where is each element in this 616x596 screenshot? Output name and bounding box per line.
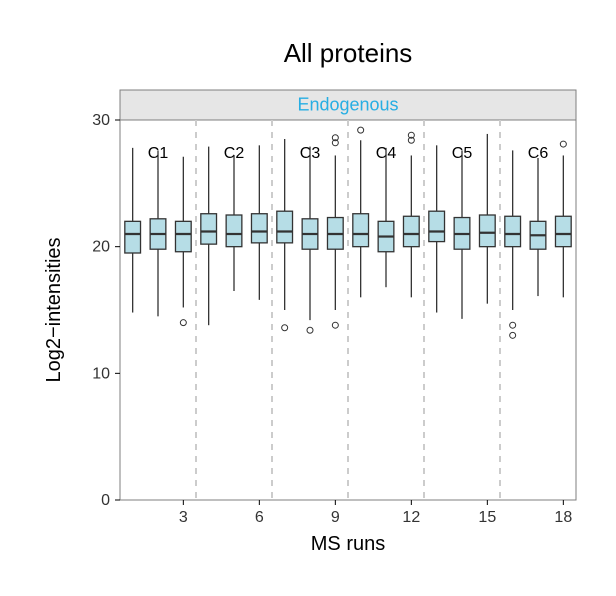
x-tick-label: 9 [331,509,340,526]
box [175,221,191,251]
facet-strip-label: Endogenous [297,94,398,114]
plot-panel [120,120,576,500]
box [479,215,495,247]
x-axis-label: MS runs [311,533,385,555]
box [403,216,419,246]
chart-title: All proteins [284,38,413,68]
y-tick-label: 0 [101,492,110,509]
box [353,214,369,247]
box [201,214,217,244]
x-tick-label: 15 [478,509,496,526]
chart-svg: All proteinsEndogenousC1C2C3C4C5C6010203… [0,0,616,596]
box [125,221,141,253]
y-tick-label: 10 [92,365,110,382]
x-tick-label: 12 [402,509,420,526]
x-tick-label: 3 [179,509,188,526]
y-axis-label: Log2−intensities [43,237,65,382]
box [555,216,571,246]
x-tick-label: 6 [255,509,264,526]
y-tick-label: 20 [92,239,110,256]
box [226,215,242,247]
box [277,211,293,243]
boxplot-chart: All proteinsEndogenousC1C2C3C4C5C6010203… [0,0,616,596]
y-tick-label: 30 [92,112,110,129]
box [251,214,267,243]
x-tick-label: 18 [554,509,572,526]
box [429,211,445,241]
box [505,216,521,246]
